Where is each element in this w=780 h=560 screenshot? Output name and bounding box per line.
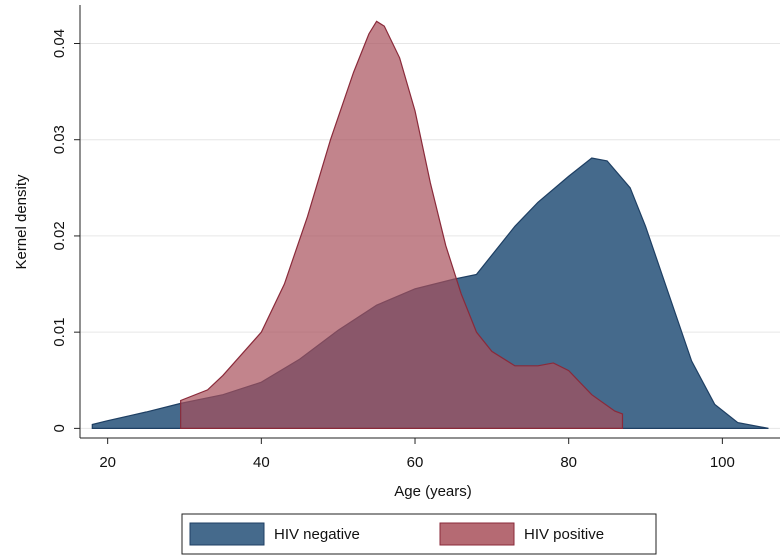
y-tick-label: 0.01 bbox=[51, 318, 68, 347]
y-tick-label: 0.04 bbox=[51, 29, 68, 58]
y-tick-label: 0.02 bbox=[51, 221, 68, 250]
legend-box bbox=[181, 513, 657, 555]
x-tick-label: 60 bbox=[407, 454, 424, 471]
x-tick-label: 20 bbox=[99, 454, 116, 471]
y-tick-label: 0 bbox=[51, 424, 68, 432]
y-axis-label: Kernel density bbox=[13, 174, 30, 270]
legend-swatch bbox=[189, 522, 265, 546]
legend-swatch bbox=[439, 522, 515, 546]
x-tick-label: 40 bbox=[253, 454, 270, 471]
x-axis-label: Age (years) bbox=[394, 483, 472, 500]
y-tick-label: 0.03 bbox=[51, 125, 68, 154]
x-tick-label: 80 bbox=[560, 454, 577, 471]
legend-label: HIV positive bbox=[524, 526, 604, 543]
density-area bbox=[180, 20, 624, 429]
legend-label: HIV negative bbox=[274, 526, 360, 543]
x-tick-label: 100 bbox=[710, 454, 735, 471]
